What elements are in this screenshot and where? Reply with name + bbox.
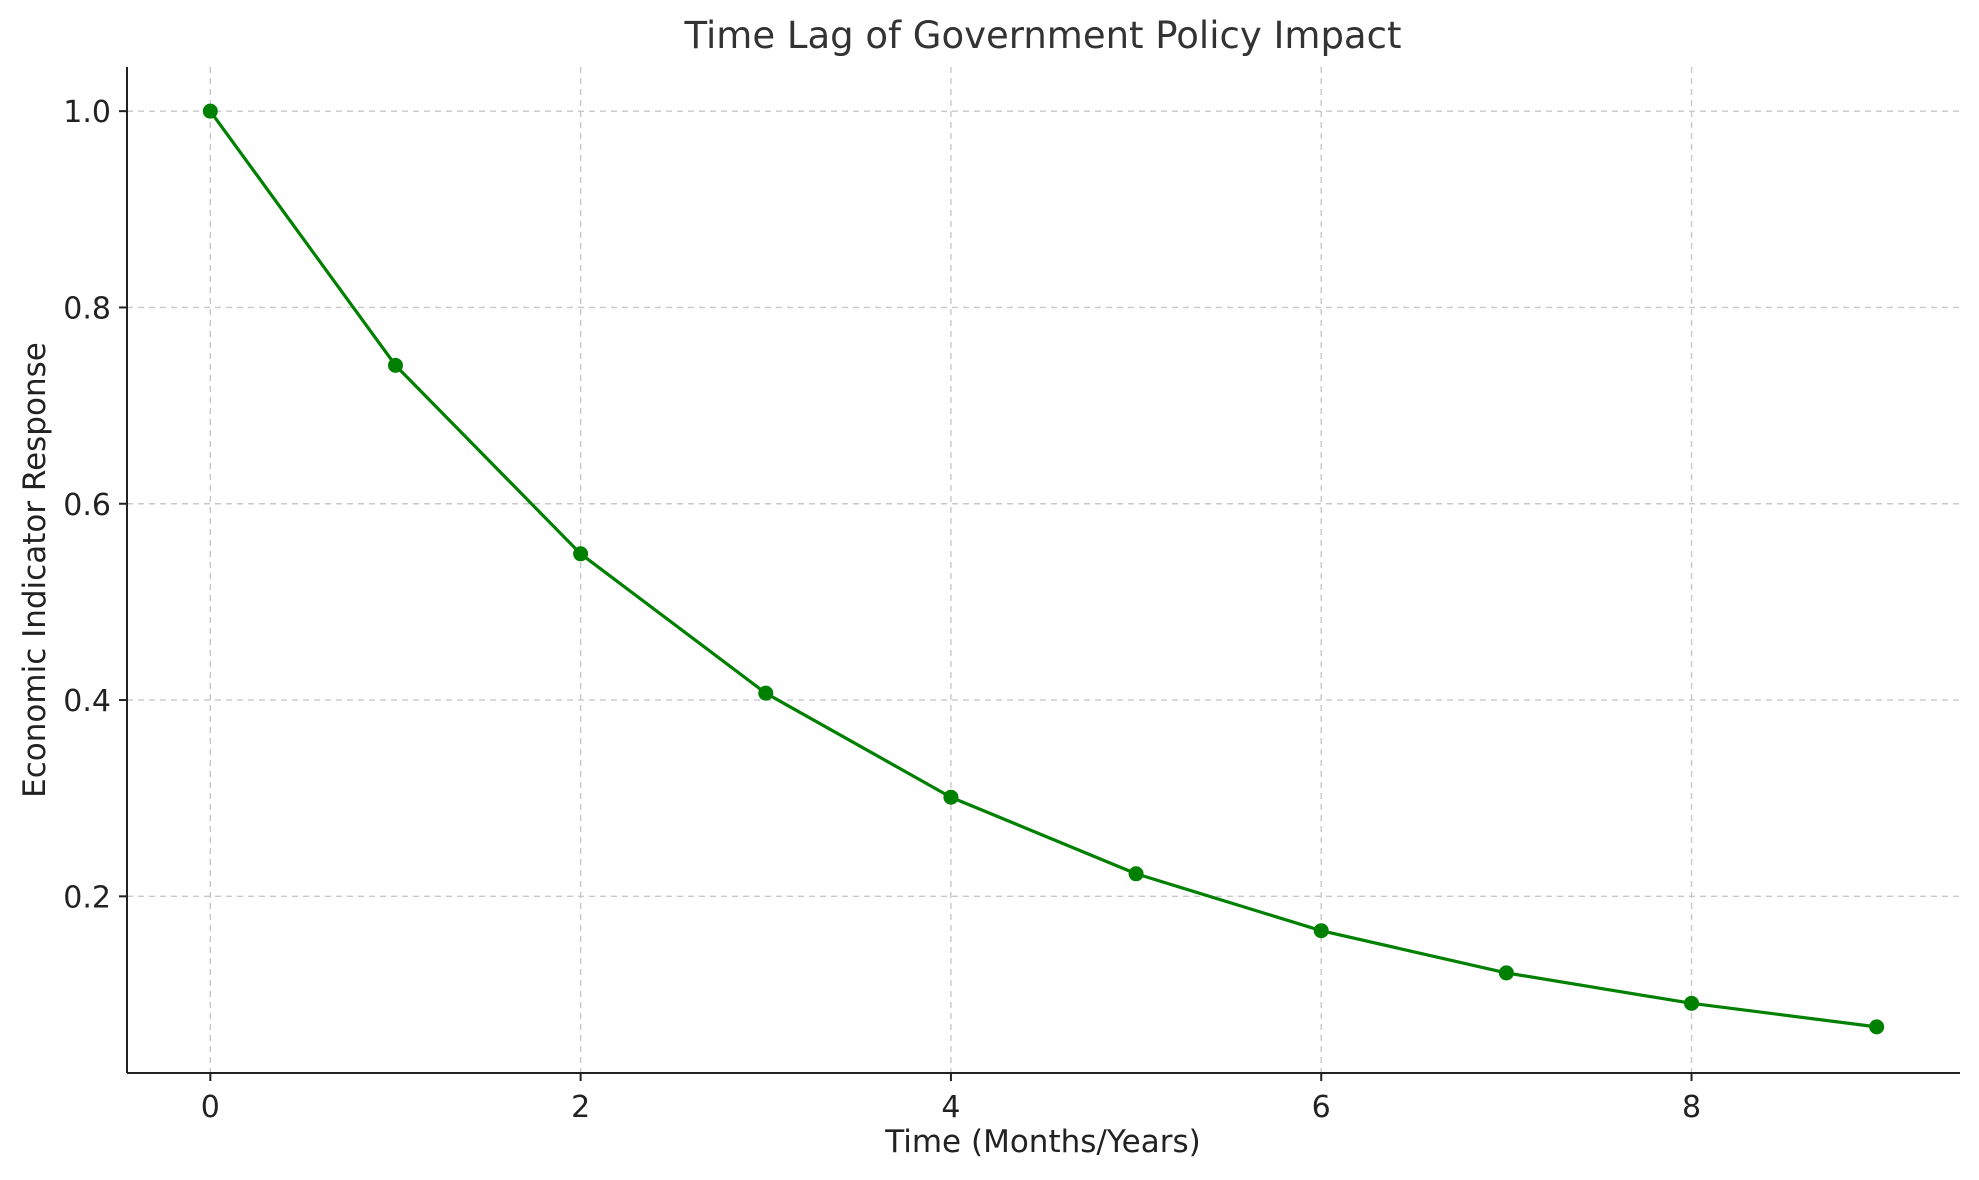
tick-labels: 0 2 4 6 8 0.2 0.4 0.6 0.8 1.0: [63, 95, 1701, 1125]
x-tick-label: 0: [201, 1090, 220, 1125]
data-point: [573, 546, 589, 562]
x-tick-label: 6: [1312, 1090, 1331, 1125]
series-line: [208, 109, 1879, 1029]
data-point: [758, 685, 774, 701]
series-layer: [202, 103, 1885, 1035]
chart-title: Time Lag of Government Policy Impact: [684, 14, 1402, 57]
y-tick-label: 0.6: [63, 488, 111, 523]
data-point: [1684, 995, 1700, 1011]
y-tick-label: 0.8: [63, 291, 111, 326]
data-point: [1498, 965, 1514, 981]
x-tick-label: 8: [1682, 1090, 1701, 1125]
data-point: [387, 357, 403, 373]
data-point: [202, 103, 218, 119]
y-tick-label: 0.4: [63, 684, 111, 719]
grid: [127, 67, 1960, 1073]
x-tick-label: 4: [941, 1090, 960, 1125]
data-point: [1869, 1019, 1885, 1035]
x-tick-label: 2: [571, 1090, 590, 1125]
y-tick-label: 1.0: [63, 95, 111, 130]
data-point: [1128, 866, 1144, 882]
x-axis-label: Time (Months/Years): [884, 1124, 1200, 1160]
y-axis-label: Economic Indicator Response: [17, 342, 53, 798]
data-point: [943, 789, 959, 805]
y-tick-label: 0.2: [63, 880, 111, 915]
data-point: [1313, 923, 1329, 939]
axes: [119, 67, 1960, 1081]
